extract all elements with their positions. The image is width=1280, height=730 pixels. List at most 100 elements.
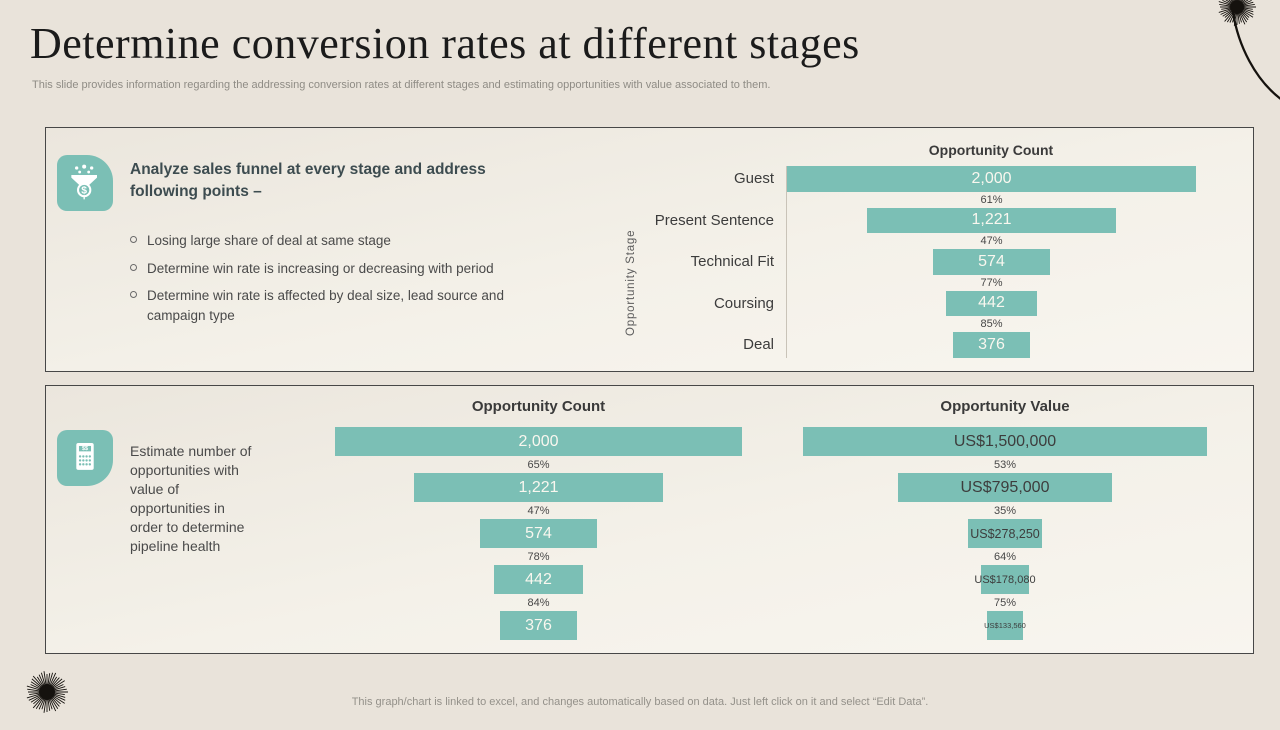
opportunity-value-chart[interactable]: Opportunity Value US$1,500,000 53% US$79… [803,398,1207,640]
bar: US$133,560 [984,611,1026,640]
opportunity-count-stage-chart[interactable]: Opportunity Count Opportunity Stage Gues… [621,142,1251,358]
conversion-row: 75% [803,594,1207,611]
bar: 1,221 [414,473,663,502]
svg-text:$$: $$ [82,446,88,452]
dandelion-decoration-top-right [1218,0,1280,100]
bar: 2,000 [335,427,742,456]
bar-value-label: US$133,560 [984,621,1026,630]
conversion-row: 85% [621,316,1251,332]
bar-value-label: 1,221 [518,478,559,496]
conversion-row: 61% [621,191,1251,208]
bullet-text: Determine win rate is affected by deal s… [147,288,504,323]
bullet-marker-icon [130,291,137,298]
conversion-rate-label: 84% [527,596,550,609]
bar-value-label: 1,221 [971,211,1012,229]
bar-deal: 376 [953,332,1030,358]
opportunity-count-chart[interactable]: Opportunity Count 2,000 65% 1,221 47% 57… [335,398,742,640]
conversion-row: 65% [335,456,742,473]
bar-guest: 2,000 [787,166,1196,192]
conversion-rate-label: 85% [980,318,1003,330]
bar-row: 1,221 [335,473,742,502]
bar: US$278,250 [967,519,1043,548]
bar-value-label: 442 [978,294,1005,312]
bar: 376 [500,611,577,640]
conversion-row: 64% [803,548,1207,565]
bar-value-label: 376 [525,616,552,634]
conversion-rate-label: 75% [993,596,1017,609]
chart-title: Opportunity Count [928,142,1054,158]
plot-area: 2,000 65% 1,221 47% 574 78% 442 84% 376 [335,427,742,640]
sales-funnel-panel: $ Analyze sales funnel at every stage an… [45,127,1254,372]
bar-coursing: 442 [946,290,1037,316]
plot-area: US$1,500,000 53% US$795,000 35% US$278,2… [803,427,1207,640]
plot-area: Guest 2,000 61% Present Sentence 1,221 4… [621,166,1251,358]
bar-row: US$795,000 [803,473,1207,502]
bar-row: US$178,080 [803,565,1207,594]
bar-present-sentence: 1,221 [866,207,1117,233]
conversion-rate-label: 64% [993,550,1017,563]
bullet-marker-icon [130,263,137,271]
y-axis-label: Opportunity Stage [625,229,637,336]
list-item: Determine win rate is increasing or decr… [130,259,543,279]
bar-value-label: 376 [978,335,1005,353]
excel-link-note: This graph/chart is linked to excel, and… [351,696,929,708]
bullet-marker-icon [130,236,137,243]
list-item: Determine win rate is affected by deal s… [130,286,543,325]
bar-row: 574 [335,519,742,548]
bar: US$795,000 [897,473,1113,502]
conversion-rate-label: 77% [980,276,1003,289]
bar-row: 376 [335,611,742,640]
bullet-list: Losing large share of deal at same stage… [130,231,543,333]
bar-row: Coursing 442 [621,290,1251,316]
conversion-rate-label: 47% [980,235,1003,247]
conversion-rate-label: 47% [527,504,550,517]
category-label: Guest [733,170,774,188]
bar-row: 2,000 [335,427,742,456]
conversion-row: 84% [335,594,742,611]
bar-value-label: US$278,250 [970,526,1040,541]
calculator-icon: $$ [57,430,113,486]
bar-value-label: 2,000 [518,432,559,450]
bar-row: Technical Fit 574 [621,249,1251,275]
chart-title: Opportunity Value [940,398,1070,415]
list-item: Losing large share of deal at same stage [130,231,543,251]
category-label: Technical Fit [690,253,774,271]
category-label: Present Sentence [654,211,774,229]
panel-heading: Analyze sales funnel at every stage and … [130,161,486,200]
conversion-rate-label: 35% [993,504,1017,517]
bar-value-label: 442 [525,570,552,588]
svg-text:$: $ [81,186,87,197]
conversion-rate-label: 61% [980,193,1003,206]
conversion-row: 35% [803,502,1207,519]
conversion-row: 47% [335,502,742,519]
conversion-rate-label: 78% [527,550,550,563]
bar-technical-fit: 574 [932,249,1051,275]
slide-title: Determine conversion rates at different … [30,19,860,68]
bar-value-label: 2,000 [971,169,1012,187]
conversion-row: 47% [621,233,1251,249]
conversion-row: 77% [621,274,1251,291]
panel-description: Estimate number of opportunities with va… [130,443,252,554]
conversion-rate-label: 53% [993,458,1017,471]
bar: 574 [480,519,597,548]
bar-row: Guest 2,000 [621,166,1251,192]
bar-row: US$1,500,000 [803,427,1207,456]
funnel-dollar-icon: $ [57,155,113,211]
bar-value-label: US$795,000 [960,478,1050,496]
conversion-row: 78% [335,548,742,565]
category-label: Deal [743,336,774,354]
slide-subtitle: This slide provides information regardin… [32,79,771,91]
bar: US$178,080 [974,565,1036,594]
chart-title: Opportunity Count [471,398,606,415]
bar-row: US$278,250 [803,519,1207,548]
bar-value-label: 574 [978,252,1005,270]
bar-value-label: US$178,080 [974,573,1036,586]
conversion-rate-label: 65% [527,458,550,471]
category-label: Coursing [713,294,774,312]
bar-row: Present Sentence 1,221 [621,207,1251,233]
bar-value-label: 574 [525,524,552,542]
bar: US$1,500,000 [803,427,1207,456]
bar-value-label: US$1,500,000 [953,432,1057,450]
bar-row: 442 [335,565,742,594]
bullet-text: Losing large share of deal at same stage [147,233,391,248]
